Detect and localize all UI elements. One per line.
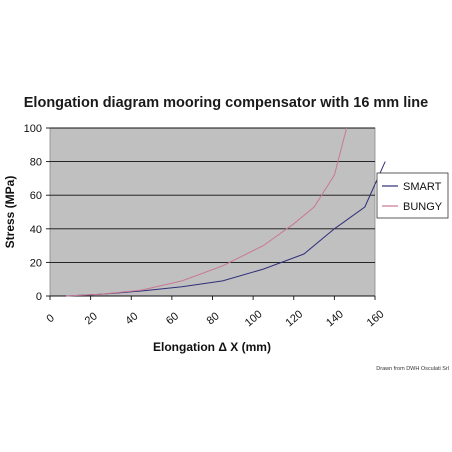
x-tick-label: 60 [164,310,181,327]
y-tick-label: 60 [30,190,42,202]
y-axis-label: Stress (MPa) [3,176,17,249]
legend-label-bungy: BUNGY [403,201,443,213]
credit-text: Drawn from DWH Osculati Srl [376,366,449,372]
y-tick-label: 20 [30,257,42,269]
y-tick-label: 0 [36,291,42,303]
x-tick-label: 120 [284,308,306,329]
x-tick-label: 0 [44,312,56,325]
legend-label-smart: SMART [403,181,442,193]
x-tick-label: 80 [205,310,222,327]
y-tick-label: 40 [30,224,42,236]
x-tick-label: 160 [365,308,387,329]
x-axis-label: Elongation Δ X (mm) [153,340,271,354]
plot-area [49,127,376,297]
x-tick-label: 140 [324,308,346,329]
x-tick-label: 100 [243,308,265,329]
y-tick-label: 100 [24,123,42,135]
legend-box [376,172,449,219]
x-tick-label: 20 [83,310,100,327]
y-tick-label: 80 [30,157,42,169]
x-tick-label: 40 [123,310,140,327]
chart-title: Elongation diagram mooring compensator w… [23,95,429,111]
series-line-bungy [66,127,348,297]
